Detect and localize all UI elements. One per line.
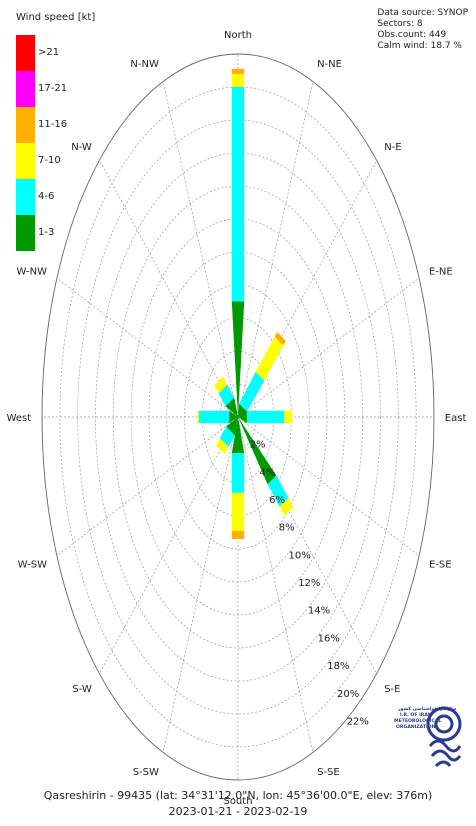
ring-label: 18%	[327, 661, 349, 672]
direction-label: N-E	[384, 142, 401, 153]
bar-n-e-4-6	[239, 371, 265, 412]
bar-north-1-3	[231, 301, 245, 417]
grid-spoke	[162, 416, 239, 753]
irimo-logo: سازمان هواشناسی کشور I.R. OF IRAN METEOR…	[394, 706, 462, 768]
grid-spoke	[56, 416, 239, 557]
ring-label: 2%	[250, 440, 266, 451]
legend-label: 4-6	[38, 191, 54, 202]
direction-label: W-NW	[17, 266, 48, 277]
direction-label: E-SE	[429, 560, 452, 571]
direction-label: N-W	[71, 142, 92, 153]
bar-n-w-4-6	[218, 384, 235, 407]
bar-s-e-4-6	[267, 475, 289, 507]
legend-label: >21	[38, 47, 59, 58]
direction-label: W-SW	[18, 560, 47, 571]
bar-n-w-7-10	[214, 376, 228, 394]
logo-text-en3: ORGANIZATION	[396, 724, 436, 730]
legend-label: 11-16	[38, 119, 67, 130]
grid-spoke	[237, 416, 420, 557]
bar-south-4-6	[231, 453, 245, 493]
grid-spoke	[99, 416, 239, 674]
data-source-text: Data source: SYNOP	[377, 8, 468, 18]
period-caption: 2023-01-21 - 2023-02-19	[168, 805, 308, 818]
logo-text-en2: METEOROLOGICAL	[394, 718, 441, 724]
legend-swatch	[16, 71, 35, 107]
direction-label: West	[7, 413, 32, 424]
logo-text-en1: I.R. OF IRAN	[400, 712, 432, 718]
direction-label: S-SW	[133, 767, 159, 778]
direction-label: N-NW	[130, 59, 159, 70]
bar-s-e-1-3	[238, 417, 277, 485]
direction-label: East	[445, 413, 467, 424]
station-caption: Qasreshirin - 99435 (lat: 34°31'12.0"N, …	[43, 789, 433, 802]
legend-title: Wind speed [kt]	[16, 12, 95, 23]
ring-label: 12%	[298, 578, 320, 589]
bar-s-w-4-6	[219, 426, 235, 448]
bar-east-7-10	[284, 410, 293, 424]
bar-north-7-10	[231, 73, 245, 87]
grid-spoke	[99, 160, 239, 418]
legend-swatch	[16, 215, 35, 251]
bar-south-1-3	[231, 417, 245, 454]
legend-swatch	[16, 107, 35, 143]
grid-ring	[41, 53, 435, 781]
bar-south-11-16	[231, 530, 245, 540]
legend-label: 1-3	[38, 227, 54, 238]
legend-label: 17-21	[38, 83, 67, 94]
bar-east-4-6	[246, 410, 285, 424]
grid-spoke	[237, 81, 314, 418]
logo-text-fa: سازمان هواشناسی کشور	[397, 706, 457, 712]
legend-swatch	[16, 179, 35, 215]
legend-label: 7-10	[38, 155, 61, 166]
ring-label: 16%	[318, 633, 340, 644]
sectors-text: Sectors: 8	[377, 19, 423, 29]
ring-label: 6%	[269, 495, 285, 506]
direction-label: E-NE	[429, 266, 453, 277]
bar-east-1-3	[238, 410, 247, 424]
direction-label: South	[223, 796, 252, 807]
ring-label: 8%	[279, 523, 295, 534]
ring-label: 4%	[259, 467, 275, 478]
legend: Wind speed [kt] >21 17-21 11-16 7-10 4-6 1-3	[16, 12, 95, 251]
direction-label: N-NE	[317, 59, 342, 70]
bar-s-w-1-3	[226, 417, 238, 436]
ring-label: 10%	[289, 550, 311, 561]
direction-label: North	[224, 30, 252, 41]
bar-n-e-11-16	[274, 332, 286, 346]
legend-swatch	[16, 35, 35, 71]
bar-north-11-16	[231, 68, 245, 74]
grid-spoke	[162, 81, 239, 418]
obs-count-text: Obs.count: 449	[377, 30, 447, 40]
bar-s-w-7-10	[215, 438, 229, 455]
bar-west-4-6	[198, 410, 230, 424]
calm-wind-text: Calm wind: 18.7 %	[377, 41, 462, 51]
bar-south-7-10	[231, 492, 245, 531]
wind-rose-bars	[197, 68, 294, 540]
direction-labels: North N-NE N-E E-NE East E-SE S-E S-SE South S-SW…	[7, 30, 467, 807]
bar-s-e-7-10	[279, 497, 294, 516]
grid-spoke	[237, 277, 420, 418]
bar-west-1-3	[229, 410, 238, 424]
grid-ring	[59, 86, 417, 748]
bar-north-4-6	[231, 87, 245, 302]
grid-spoke	[237, 416, 314, 753]
direction-label: S-E	[384, 684, 400, 695]
direction-label: S-W	[72, 684, 92, 695]
legend-swatch	[16, 143, 35, 179]
grid-ring	[95, 152, 381, 682]
grid-spoke	[56, 277, 239, 418]
logo-emblem-icon	[426, 706, 462, 768]
bar-west-7-10	[197, 410, 199, 424]
ring-label: 22%	[347, 716, 369, 727]
ring-labels: 2% 4% 6% 8% 10% 12% 14% 16% 18% 20% 22%	[250, 440, 369, 728]
bar-n-w-1-3	[225, 397, 238, 417]
ring-label: 14%	[308, 606, 330, 617]
bar-n-e-7-10	[255, 336, 284, 381]
info-box: Data source: SYNOP Sectors: 8 Obs.count:…	[377, 8, 468, 52]
bar-n-e-1-3	[238, 403, 247, 417]
direction-label: S-SE	[317, 767, 340, 778]
ring-label: 20%	[337, 689, 359, 700]
